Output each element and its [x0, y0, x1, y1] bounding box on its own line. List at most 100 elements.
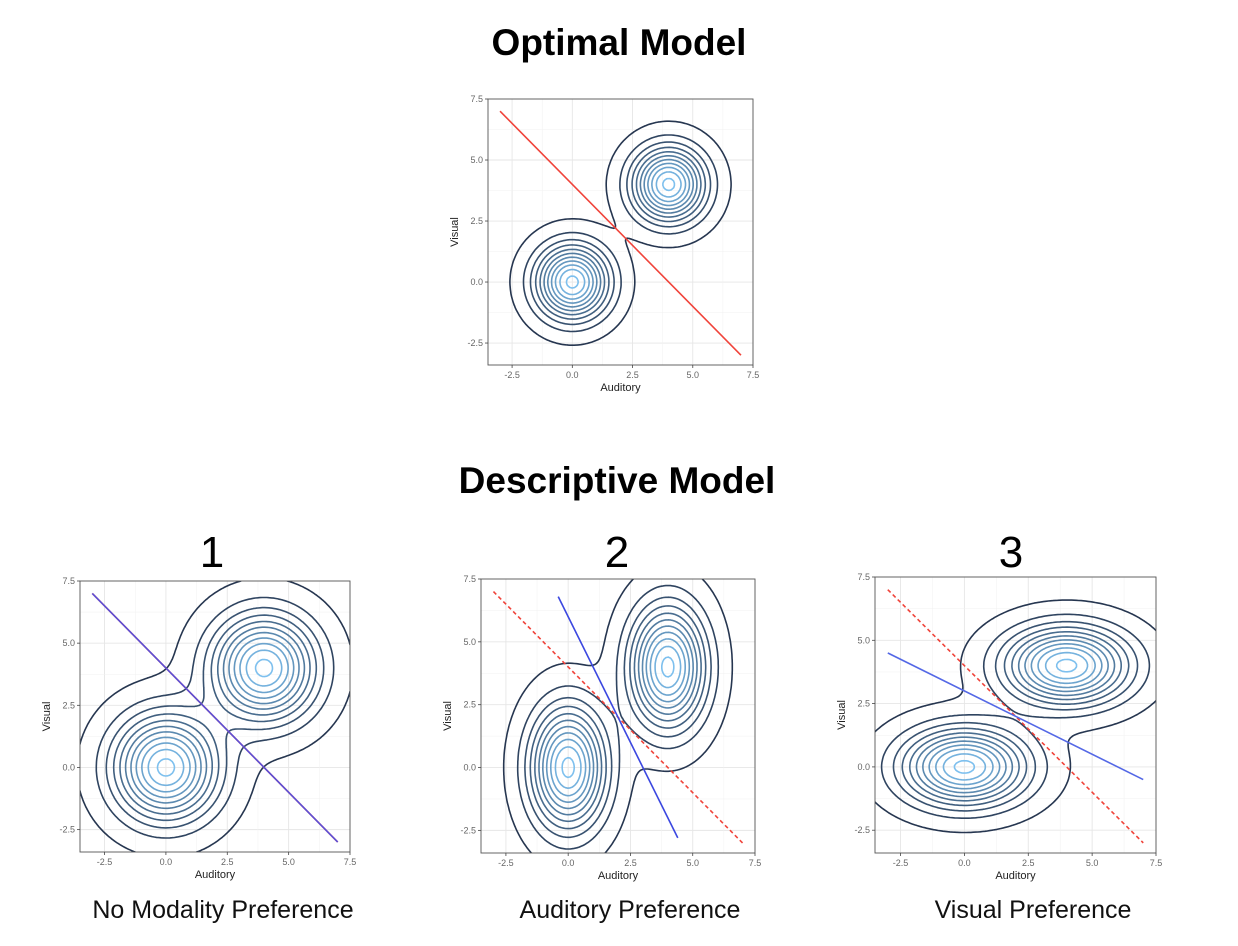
x-tick-label: -2.5 — [504, 370, 520, 380]
panel-border — [487, 98, 754, 366]
x-tick-label: 2.5 — [626, 370, 639, 380]
y-tick-label: -2.5 — [854, 825, 870, 835]
contour-level-11 — [953, 658, 1078, 774]
x-tick-label: 0.0 — [562, 858, 575, 868]
y-axis-label: Visual — [442, 701, 454, 731]
y-tick-label: 7.5 — [857, 572, 870, 582]
contour-level-1 — [502, 579, 734, 853]
decision-boundary-2 — [887, 652, 1144, 781]
contour-level-10 — [147, 649, 283, 787]
contour-level-5 — [534, 612, 702, 823]
contour-level-3 — [105, 606, 325, 829]
x-tick-label: 7.5 — [747, 370, 760, 380]
optimal-model-plot: -2.5 -2.5 0.0 0.0 2.5 2.5 5.0 5.0 7.5 7.5 Auditory… — [449, 94, 760, 394]
panel-border — [480, 578, 756, 854]
y-tick-label: 0.0 — [463, 763, 476, 773]
contour-level-3 — [524, 596, 712, 839]
y-tick-label: 2.5 — [62, 700, 75, 710]
y-axis-label: Visual — [836, 700, 848, 730]
contour-level-10 — [942, 651, 1089, 781]
panel-3-caption: Visual Preference — [934, 896, 1132, 924]
decision-boundary-2 — [91, 592, 339, 843]
x-axis-label: Auditory — [195, 869, 236, 881]
contour-level-9 — [550, 638, 686, 797]
x-axis-label: Auditory — [995, 870, 1036, 882]
y-axis-label: Visual — [449, 217, 461, 247]
contour-level-8 — [135, 637, 295, 799]
y-axis-label: Visual — [41, 702, 53, 732]
x-tick-label: 5.0 — [1086, 858, 1099, 868]
contour-level-6 — [124, 626, 306, 810]
contour-level-7 — [542, 625, 694, 810]
y-tick-label: 0.0 — [470, 277, 483, 287]
y-tick-label: 7.5 — [470, 94, 483, 104]
x-tick-label: 5.0 — [282, 857, 295, 867]
contour-level-8 — [928, 643, 1103, 790]
panel-1-number: 1 — [199, 528, 225, 577]
contour-level-1 — [875, 599, 1156, 834]
contour-level-6 — [538, 619, 698, 816]
x-tick-label: 7.5 — [749, 858, 762, 868]
contour-level-4 — [112, 614, 318, 822]
y-tick-label: 2.5 — [857, 699, 870, 709]
y-tick-label: 2.5 — [470, 216, 483, 226]
x-tick-label: 0.0 — [566, 370, 579, 380]
y-tick-label: 5.0 — [857, 635, 870, 645]
contour-level-4 — [901, 626, 1130, 807]
x-tick-label: -2.5 — [498, 858, 514, 868]
contour-level-1 — [509, 120, 732, 346]
y-tick-label: -2.5 — [460, 825, 476, 835]
decision-boundary-2 — [557, 596, 679, 839]
grid — [875, 576, 1157, 853]
decision-boundary-1 — [499, 110, 742, 356]
panel-2-caption: Auditory Preference — [519, 896, 741, 924]
contour-level-9 — [141, 642, 289, 793]
y-tick-label: 0.0 — [62, 762, 75, 772]
no-modality-preference-plot: -2.5 -2.5 0.0 0.0 2.5 2.5 5.0 5.0 7.5 7.5 Auditory… — [41, 576, 357, 881]
visual-preference-plot: -2.5 -2.5 0.0 0.0 2.5 2.5 5.0 5.0 7.5 7.5 Auditory… — [836, 572, 1163, 882]
x-axis-label: Auditory — [598, 870, 639, 882]
contour-level-2 — [516, 584, 720, 850]
contour-level-9 — [554, 166, 687, 300]
contour-level-4 — [534, 146, 707, 320]
density-contours — [80, 581, 350, 852]
x-tick-label: 2.5 — [221, 857, 234, 867]
contour-level-2 — [95, 596, 335, 839]
y-tick-label: -2.5 — [59, 825, 75, 835]
x-tick-label: 7.5 — [1150, 858, 1163, 868]
contour-level-4 — [529, 605, 707, 830]
contour-level-5 — [539, 151, 702, 316]
contour-level-2 — [522, 134, 719, 333]
contour-level-3 — [529, 141, 712, 326]
y-tick-label: 5.0 — [470, 155, 483, 165]
density-contours — [875, 599, 1156, 834]
contour-level-10 — [554, 645, 682, 789]
panel-3-number: 3 — [998, 528, 1024, 577]
panel-1-caption: No Modality Preference — [92, 896, 354, 924]
contour-level-2 — [880, 613, 1151, 819]
auditory-preference-plot: -2.5 -2.5 0.0 0.0 2.5 2.5 5.0 5.0 7.5 7.5 Auditory… — [442, 574, 762, 882]
y-tick-label: 7.5 — [62, 576, 75, 586]
x-tick-label: 0.0 — [160, 857, 173, 867]
x-tick-label: -2.5 — [97, 857, 113, 867]
x-tick-label: 2.5 — [1022, 858, 1035, 868]
contour-level-5 — [909, 631, 1122, 802]
y-tick-label: 5.0 — [463, 637, 476, 647]
optimal-model-title: Optimal Model — [491, 22, 747, 63]
contour-level-11 — [561, 656, 675, 779]
contour-level-7 — [547, 158, 694, 308]
contour-level-3 — [892, 620, 1139, 812]
x-tick-label: -2.5 — [893, 858, 909, 868]
density-contours — [509, 120, 732, 346]
contour-level-5 — [119, 620, 311, 815]
contour-level-6 — [543, 155, 698, 312]
x-tick-label: 0.0 — [958, 858, 971, 868]
contour-level-8 — [550, 162, 691, 304]
density-contours — [502, 579, 734, 853]
contour-level-11 — [565, 177, 676, 289]
y-tick-label: 2.5 — [463, 700, 476, 710]
x-tick-label: 5.0 — [686, 858, 699, 868]
descriptive-model-title: Descriptive Model — [458, 460, 776, 501]
x-tick-label: 7.5 — [344, 857, 357, 867]
contour-level-6 — [915, 635, 1116, 798]
